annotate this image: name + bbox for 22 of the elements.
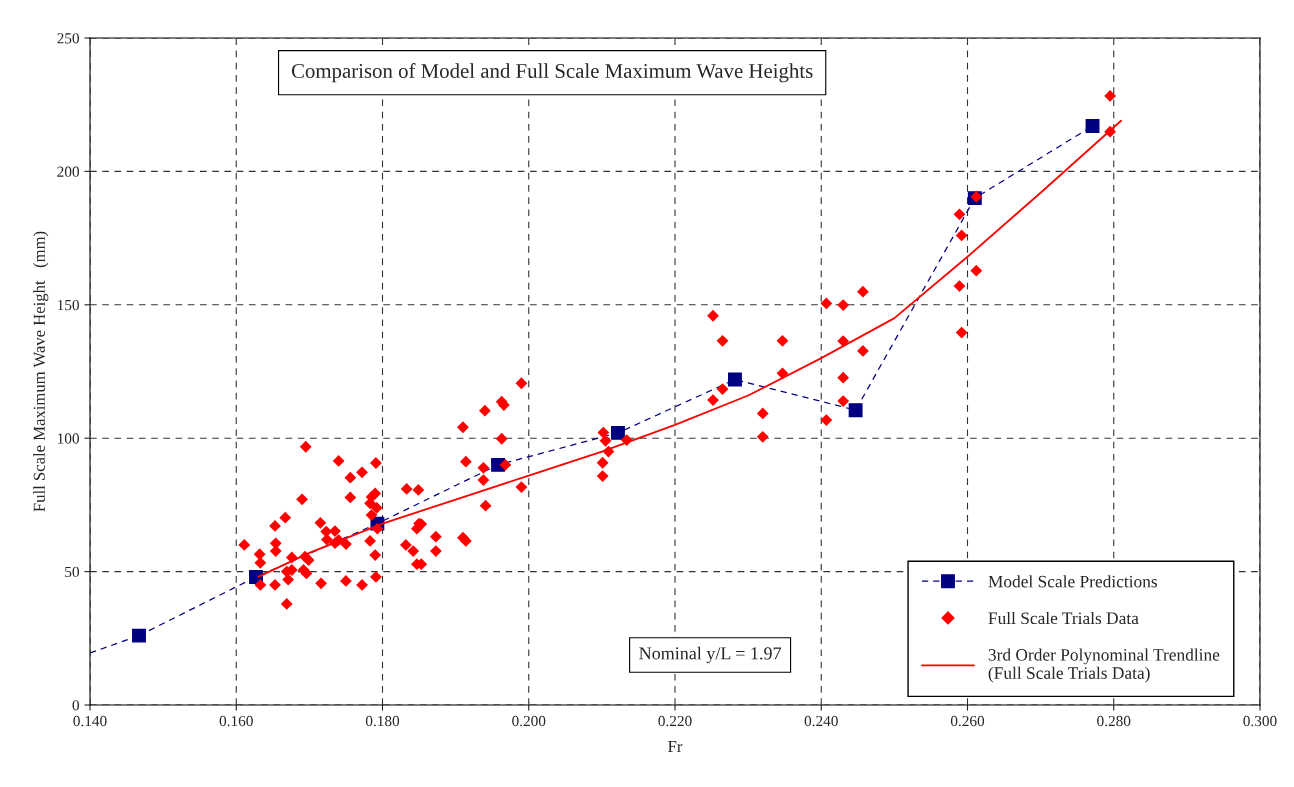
legend-label: Full Scale Trials Data [988,611,1139,625]
y-tick-label: 0 [72,700,79,711]
x-tick-label: 0.240 [804,715,838,727]
y-axis-title: Full Scale Maximum Wave Height (mm) [33,231,49,512]
y-tick-label: 100 [58,433,79,444]
y-tick-label: 50 [65,566,79,578]
y-tick-label: 200 [57,166,79,177]
y-tick-label: 150 [58,299,79,311]
x-tick-label: 0.300 [1243,715,1277,727]
x-tick-label: 0.280 [1097,715,1131,727]
x-tick-label: 0.140 [73,715,107,727]
legend-label: 3rd Order Polynominal Trendline (Full Scale Trials Data) [988,648,1220,683]
annotation: Nominal y/L = 1.97 [639,646,782,664]
x-tick-label: 0.260 [950,715,985,727]
x-tick-label: 0.160 [219,715,253,727]
x-tick-label: 0.180 [365,715,400,727]
legend-label: Model Scale Predictions [988,575,1158,588]
x-axis-title: Fr [668,741,683,752]
x-tick-label: 0.220 [658,715,692,727]
y-tick-label: 250 [57,33,79,44]
x-tick-label: 0.200 [512,715,546,727]
text: Comparison of Model and Full Scale Maximum Wave Heights [291,63,813,83]
